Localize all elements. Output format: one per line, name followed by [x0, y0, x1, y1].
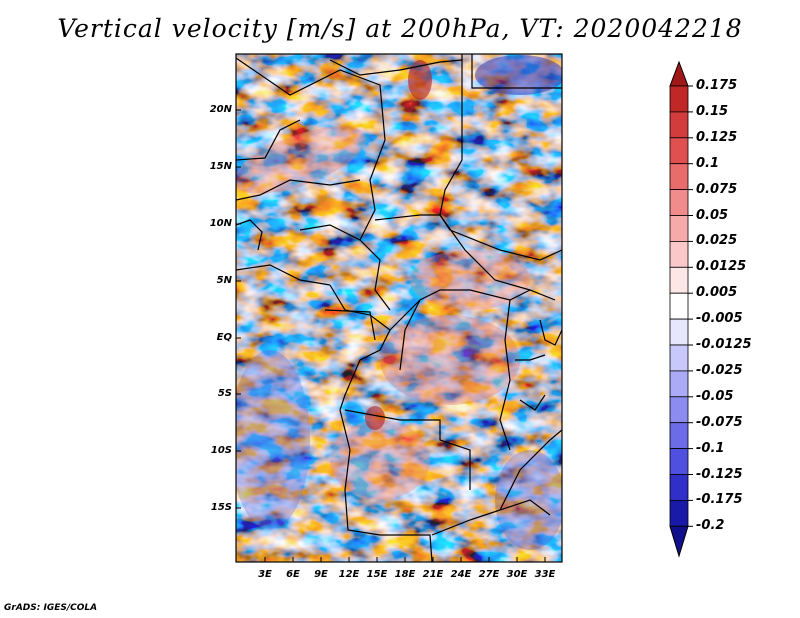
colorbar-label: -0.1 [696, 440, 725, 456]
colorbar-label: 0.125 [696, 129, 738, 145]
lat-label-5s: 5S [217, 388, 232, 399]
colorbar-segment [669, 111, 689, 139]
colorbar-segment [669, 396, 689, 424]
lon-label-27e: 27E [478, 569, 500, 580]
lon-label-6e: 6E [286, 569, 300, 580]
colorbar-segment [669, 189, 689, 216]
colorbar-segment [669, 474, 689, 501]
lon-label-12e: 12E [338, 569, 360, 580]
colorbar-segment [669, 163, 689, 190]
colorbar-segment [669, 318, 689, 346]
lat-label-15s: 15S [210, 502, 232, 513]
colorbar-label: 0.15 [696, 103, 729, 119]
colorbar-label: -0.025 [696, 362, 743, 378]
colorbar-arrow-bottom [669, 525, 689, 558]
grads-credit: GrADS: IGES/COLA [4, 603, 98, 613]
colorbar-label: 0.1 [696, 155, 720, 171]
colorbar-label: 0.05 [696, 207, 729, 223]
colorbar-segment [669, 266, 689, 294]
lon-label-30e: 30E [506, 569, 528, 580]
colorbar-label: 0.025 [696, 233, 738, 249]
colorbar-segment [669, 448, 689, 475]
lat-label-10n: 10N [209, 218, 232, 229]
colorbar-segment [669, 85, 689, 113]
colorbar-segment [669, 240, 689, 268]
map-frame [235, 53, 563, 563]
colorbar-label: -0.0125 [696, 337, 752, 352]
lat-label-5n: 5N [216, 275, 232, 286]
colorbar-label: 0.175 [696, 78, 738, 93]
colorbar-segment [669, 344, 689, 372]
colorbar-label: -0.005 [696, 311, 743, 327]
colorbar-segment [669, 292, 689, 320]
lon-label-9e: 9E [314, 569, 328, 580]
chart-title: Vertical velocity [m/s] at 200hPa, VT: 2… [57, 14, 743, 43]
lon-label-18e: 18E [394, 569, 416, 580]
colorbar-segment [669, 137, 689, 165]
lat-label-10s: 10S [210, 445, 232, 456]
colorbar-label: -0.125 [696, 466, 743, 482]
colorbar [669, 60, 693, 558]
lat-label-eq: EQ [216, 332, 232, 343]
colorbar-segment [669, 215, 689, 242]
colorbar-segment [669, 499, 689, 527]
lon-label-21e: 21E [422, 569, 444, 580]
colorbar-label: 0.0125 [696, 259, 747, 275]
velocity-field [236, 54, 562, 562]
lat-label-20n: 20N [209, 104, 232, 115]
colorbar-arrow-top [669, 60, 689, 87]
lat-label-15n: 15N [209, 161, 232, 172]
colorbar-label: 0.005 [696, 285, 738, 301]
axis-ticks [236, 109, 546, 562]
lon-label-24e: 24E [450, 569, 472, 580]
lon-label-33e: 33E [534, 569, 556, 580]
country-borders [236, 54, 562, 562]
colorbar-segment [669, 370, 689, 398]
colorbar-label: -0.175 [696, 492, 743, 508]
colorbar-label: -0.05 [696, 388, 734, 404]
lon-label-15e: 15E [366, 569, 388, 580]
colorbar-label: 0.075 [696, 181, 738, 197]
lon-label-3e: 3E [258, 569, 272, 580]
colorbar-label: -0.2 [696, 518, 725, 534]
colorbar-segment [669, 422, 689, 450]
colorbar-label: -0.075 [696, 414, 743, 430]
